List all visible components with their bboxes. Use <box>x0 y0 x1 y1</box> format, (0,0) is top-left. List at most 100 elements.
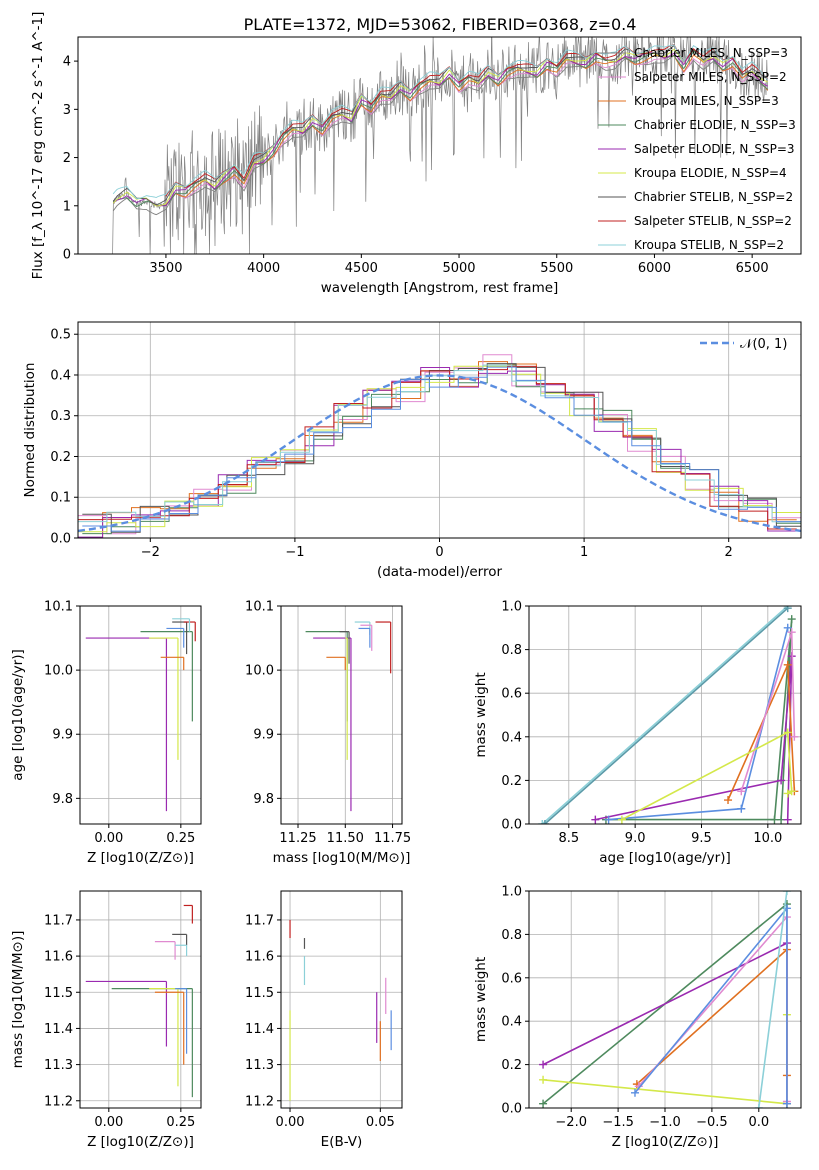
y-tick-label: 0.2 <box>501 1058 522 1073</box>
y-tick-label: 0.8 <box>501 928 522 943</box>
axes-frame <box>77 36 802 255</box>
x-tick-label: −1.5 <box>602 1115 634 1130</box>
mass_vs_Z-axes: 0.00 0.25 11.2 11.3 11.4 11.5 11.6 11.7 <box>44 891 201 1130</box>
marker <box>591 815 600 824</box>
y-tick-label: 11.4 <box>245 1022 274 1037</box>
x-tick-label: 0.0 <box>748 1115 769 1130</box>
x-tick-label: 0.00 <box>94 1115 123 1130</box>
series-line <box>544 607 789 824</box>
legend-label: Chabrier MILES, N_SSP=3 <box>634 46 788 60</box>
y-tick-label: 11.5 <box>44 986 73 1001</box>
marker <box>604 815 613 824</box>
axes-frame <box>280 890 403 1109</box>
model-line <box>112 44 769 200</box>
x-tick-label: −2.0 <box>555 1115 587 1130</box>
x-tick-label: −1 <box>285 545 304 560</box>
weight_vs_Z-axes: −2.0 −1.5 −1.0 −0.5 0.0 0.0 0.2 0.4 0.6 0.8 1.0 <box>501 885 801 1130</box>
weight_vs_Z-xlabel: Z [log10(Z/Z⊙)] <box>612 1134 719 1150</box>
residuals-xlabel: (data-model)/error <box>377 564 503 580</box>
marker <box>783 728 792 737</box>
mass_vs_ebv-plot <box>289 919 392 1101</box>
y-tick-label: 11.5 <box>245 986 274 1001</box>
age_vs_Z-xlabel: Z [log10(Z/Z⊙)] <box>87 850 194 866</box>
age_vs_mass-xlabel: mass [log10(M/M⊙)] <box>273 850 411 866</box>
legend-label: Kroupa MILES, N_SSP=3 <box>634 94 779 108</box>
mass_vs_Z-plot <box>85 904 193 1098</box>
histogram-step <box>78 354 801 535</box>
y-tick-label: 10.0 <box>245 664 274 679</box>
x-tick-label: 9.0 <box>625 831 646 846</box>
y-tick-label: 9.8 <box>52 792 73 807</box>
x-tick-label: 0.00 <box>94 831 123 846</box>
y-tick-label: 11.7 <box>245 913 274 928</box>
y-tick-label: 0.2 <box>501 774 522 789</box>
weight_vs_age-ylabel: mass weight <box>473 672 489 757</box>
y-tick-label: 0.1 <box>50 491 71 506</box>
y-tick-label: 0.3 <box>50 409 71 424</box>
histogram-step <box>78 365 797 530</box>
histogram-step <box>82 364 801 535</box>
y-tick-label: 0.0 <box>501 1102 522 1117</box>
marker <box>782 1099 791 1108</box>
legend-label: Kroupa ELODIE, N_SSP=4 <box>634 166 787 180</box>
observed-spectrum <box>110 37 768 254</box>
legend-label: Salpeter STELIB, N_SSP=2 <box>634 214 792 228</box>
legend-label: Chabrier ELODIE, N_SSP=3 <box>634 118 796 132</box>
x-tick-label: 2 <box>725 545 733 560</box>
x-tick-label: 0.25 <box>166 1115 195 1130</box>
spectrum-xlabel: wavelength [Angstrom, rest frame] <box>321 280 559 296</box>
x-tick-label: 11.75 <box>374 831 411 846</box>
y-tick-label: 11.3 <box>245 1058 274 1073</box>
x-tick-label: 9.5 <box>691 831 712 846</box>
y-tick-label: 4 <box>63 55 71 70</box>
y-tick-label: 1.0 <box>501 885 522 900</box>
age_vs_Z-ylabel: age [log10(age/yr)] <box>10 649 26 781</box>
y-tick-label: 10.0 <box>44 664 73 679</box>
age_vs_mass-axes: 11.25 11.50 11.75 9.8 9.9 10.0 10.1 <box>245 600 411 847</box>
y-tick-label: 0.4 <box>50 368 71 383</box>
x-tick-label: 10.0 <box>753 831 782 846</box>
marker <box>538 820 547 824</box>
x-tick-label: 4000 <box>247 261 280 276</box>
y-tick-label: 0 <box>63 248 71 263</box>
axes-frame <box>79 890 202 1109</box>
x-tick-label: 1 <box>580 545 588 560</box>
y-tick-label: 2 <box>63 151 71 166</box>
marker <box>539 1099 548 1108</box>
histogram-step <box>78 367 797 538</box>
gaussian-curve <box>78 374 801 533</box>
y-tick-label: 11.6 <box>44 950 73 965</box>
y-tick-label: 0.6 <box>501 971 522 986</box>
y-tick-label: 0.8 <box>501 643 522 658</box>
marker <box>787 628 796 637</box>
series-line <box>621 731 793 821</box>
marker <box>790 732 799 741</box>
model-line <box>112 48 769 207</box>
series-line <box>541 606 789 824</box>
y-tick-label: 1.0 <box>501 600 522 615</box>
marker <box>539 1060 548 1069</box>
marker <box>754 1104 763 1108</box>
residuals-plot <box>78 354 801 538</box>
x-tick-label: 6500 <box>736 261 769 276</box>
y-tick-label: 9.8 <box>253 792 274 807</box>
x-tick-label: 3500 <box>149 261 182 276</box>
residuals-ylabel: Normed distribution <box>22 363 38 498</box>
mass_vs_Z-ylabel: mass [log10(M/M⊙)] <box>10 931 26 1069</box>
weight_vs_Z-ylabel: mass weight <box>473 957 489 1042</box>
marker <box>540 820 549 824</box>
legend-label: Chabrier STELIB, N_SSP=2 <box>634 190 793 204</box>
y-tick-label: 0.0 <box>50 532 71 547</box>
marker <box>783 606 792 613</box>
marker <box>617 815 626 824</box>
figure-title: PLATE=1372, MJD=53062, FIBERID=0368, z=0… <box>244 15 637 34</box>
marker <box>782 891 791 895</box>
series-line <box>638 914 788 1102</box>
legend-label: Salpeter ELODIE, N_SSP=3 <box>634 142 795 156</box>
marker <box>783 789 792 798</box>
marker <box>787 615 796 624</box>
mass_vs_ebv-axes: 0.00 0.05 11.2 11.3 11.4 11.5 11.6 11.7 <box>245 891 402 1130</box>
axes-frame <box>528 605 802 825</box>
y-tick-label: 11.3 <box>44 1058 73 1073</box>
age_vs_Z-plot <box>85 618 196 812</box>
